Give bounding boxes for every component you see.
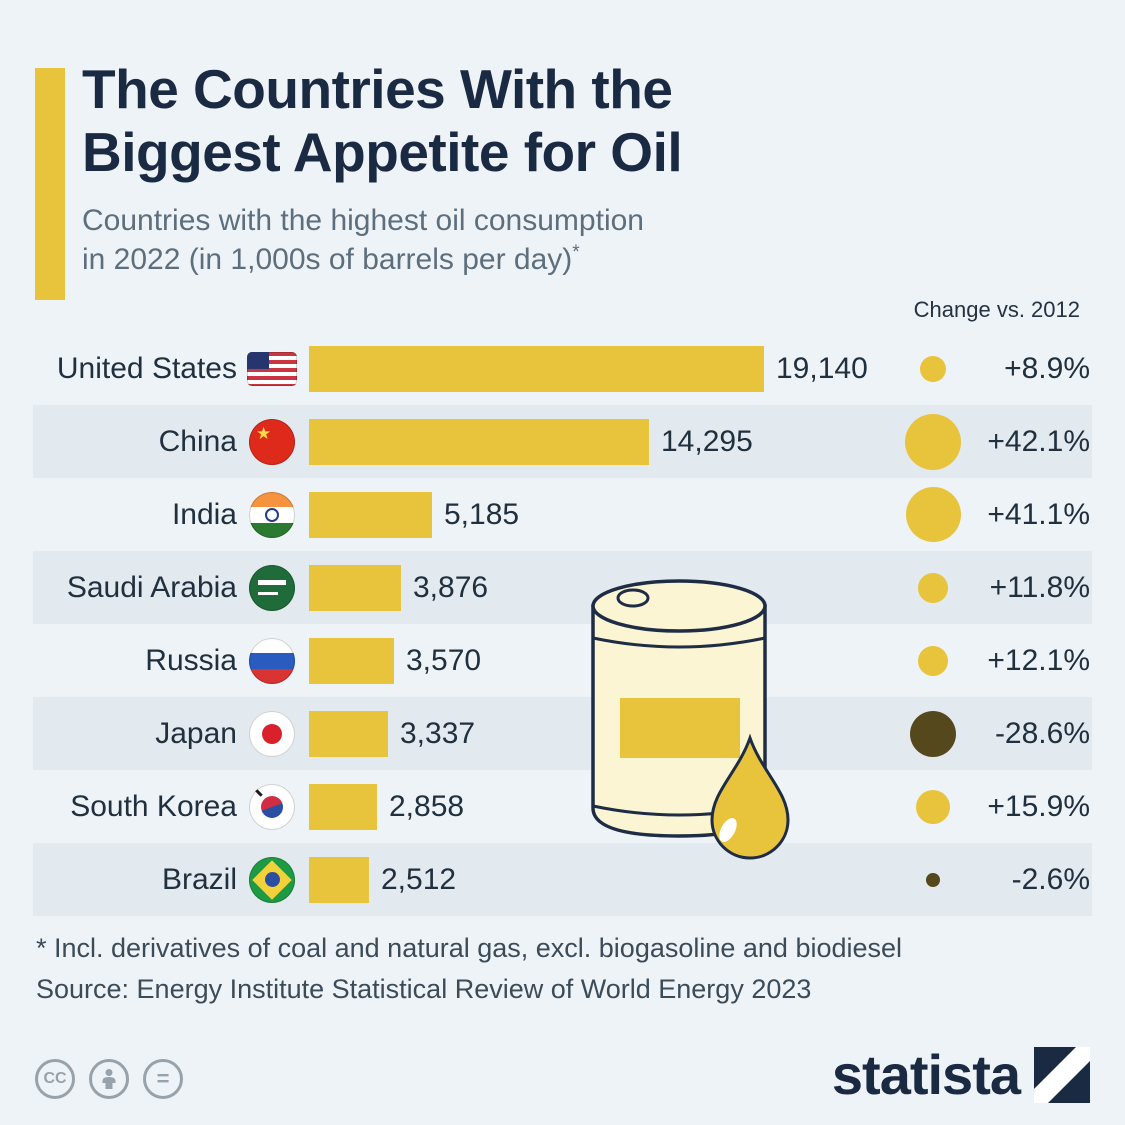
consumption-bar (309, 783, 377, 830)
title-line-2: Biggest Appetite for Oil (82, 121, 683, 184)
change-label: -28.6% (994, 716, 1090, 750)
china-flag-icon (249, 418, 295, 465)
change-bubble (926, 872, 940, 887)
change-label: +41.1% (987, 497, 1090, 531)
bar-chart-rows: United States 19,140 +8.9% China 14,295 … (33, 332, 1092, 916)
country-label: Japan (155, 716, 237, 750)
india-flag-icon (249, 491, 295, 538)
change-column-header: Change vs. 2012 (913, 297, 1080, 322)
change-label: +42.1% (987, 424, 1090, 458)
table-row: China 14,295 +42.1% (33, 405, 1092, 478)
table-row: Japan 3,337 -28.6% (33, 697, 1092, 770)
table-row: South Korea 2,858 +15.9% (33, 770, 1092, 843)
change-label: +15.9% (987, 789, 1090, 823)
statista-logo-icon (1034, 1047, 1090, 1103)
source-text: Source: Energy Institute Statistical Rev… (36, 973, 812, 1004)
japan-flag-icon (249, 710, 295, 757)
south-korea-flag-icon (249, 783, 295, 830)
license-icons: CC = (35, 1059, 183, 1099)
subtitle-line-2: in 2022 (in 1,000s of barrels per day)* (82, 242, 580, 277)
value-label: 3,337 (400, 716, 476, 750)
table-row: Russia 3,570 +12.1% (33, 624, 1092, 697)
value-label: 3,570 (406, 643, 482, 677)
value-label: 2,858 (389, 789, 465, 823)
person-icon (102, 1069, 116, 1089)
change-label: +12.1% (987, 643, 1090, 677)
table-row: India 5,185 +41.1% (33, 478, 1092, 551)
title-accent-bar (35, 68, 65, 300)
page-subtitle: Countries with the highest oil consumpti… (82, 201, 1085, 280)
table-row: Brazil 2,512 -2.6% (33, 843, 1092, 916)
value-label: 2,512 (381, 862, 457, 896)
country-label: South Korea (70, 789, 237, 823)
header: The Countries With the Biggest Appetite … (82, 58, 1085, 280)
consumption-bar (309, 637, 394, 684)
consumption-bar (309, 710, 388, 757)
russia-flag-icon (249, 637, 295, 684)
cc-attribution-icon[interactable] (89, 1059, 129, 1099)
cc-nd-license-icon[interactable]: = (143, 1059, 183, 1099)
consumption-bar (309, 418, 649, 465)
country-label: China (158, 424, 237, 458)
change-bubble (920, 355, 946, 382)
table-row: United States 19,140 +8.9% (33, 332, 1092, 405)
change-label: +8.9% (1004, 351, 1090, 385)
footnote-text: * Incl. derivatives of coal and natural … (36, 933, 903, 963)
title-line-1: The Countries With the (82, 58, 673, 120)
country-label: United States (56, 351, 237, 385)
country-label: Russia (145, 643, 237, 677)
page-title: The Countries With the Biggest Appetite … (82, 58, 1085, 185)
change-bubble (916, 789, 950, 824)
brazil-flag-icon (249, 856, 295, 903)
change-bubble (918, 572, 948, 603)
country-label: Saudi Arabia (66, 570, 237, 604)
change-bubble (905, 487, 961, 542)
oil-barrel-illustration (591, 579, 790, 860)
change-label: +11.8% (989, 570, 1090, 604)
consumption-bar (309, 345, 764, 392)
cc-license-icon[interactable]: CC (35, 1059, 75, 1099)
consumption-bar (309, 491, 432, 538)
value-label: 5,185 (444, 497, 520, 531)
change-label: -2.6% (1011, 862, 1090, 896)
country-label: India (171, 497, 237, 531)
consumption-bar (309, 564, 401, 611)
consumption-bar (309, 856, 369, 903)
footnote-marker: * (572, 242, 580, 264)
change-bubble (910, 710, 956, 757)
statista-wordmark: statista (831, 1043, 1021, 1106)
statista-branding[interactable]: statista (832, 1047, 1090, 1103)
value-label: 3,876 (413, 570, 489, 604)
subtitle-line-1: Countries with the highest oil consumpti… (82, 203, 644, 237)
value-label: 14,295 (661, 424, 753, 458)
change-bubble (905, 413, 961, 470)
footnotes: * Incl. derivatives of coal and natural … (36, 928, 902, 1009)
united-states-flag-icon (247, 351, 297, 386)
table-row: Saudi Arabia 3,876 +11.8% (33, 551, 1092, 624)
change-bubble (918, 645, 948, 676)
country-label: Brazil (161, 862, 237, 896)
saudi-arabia-flag-icon (249, 564, 295, 611)
value-label: 19,140 (776, 351, 868, 385)
